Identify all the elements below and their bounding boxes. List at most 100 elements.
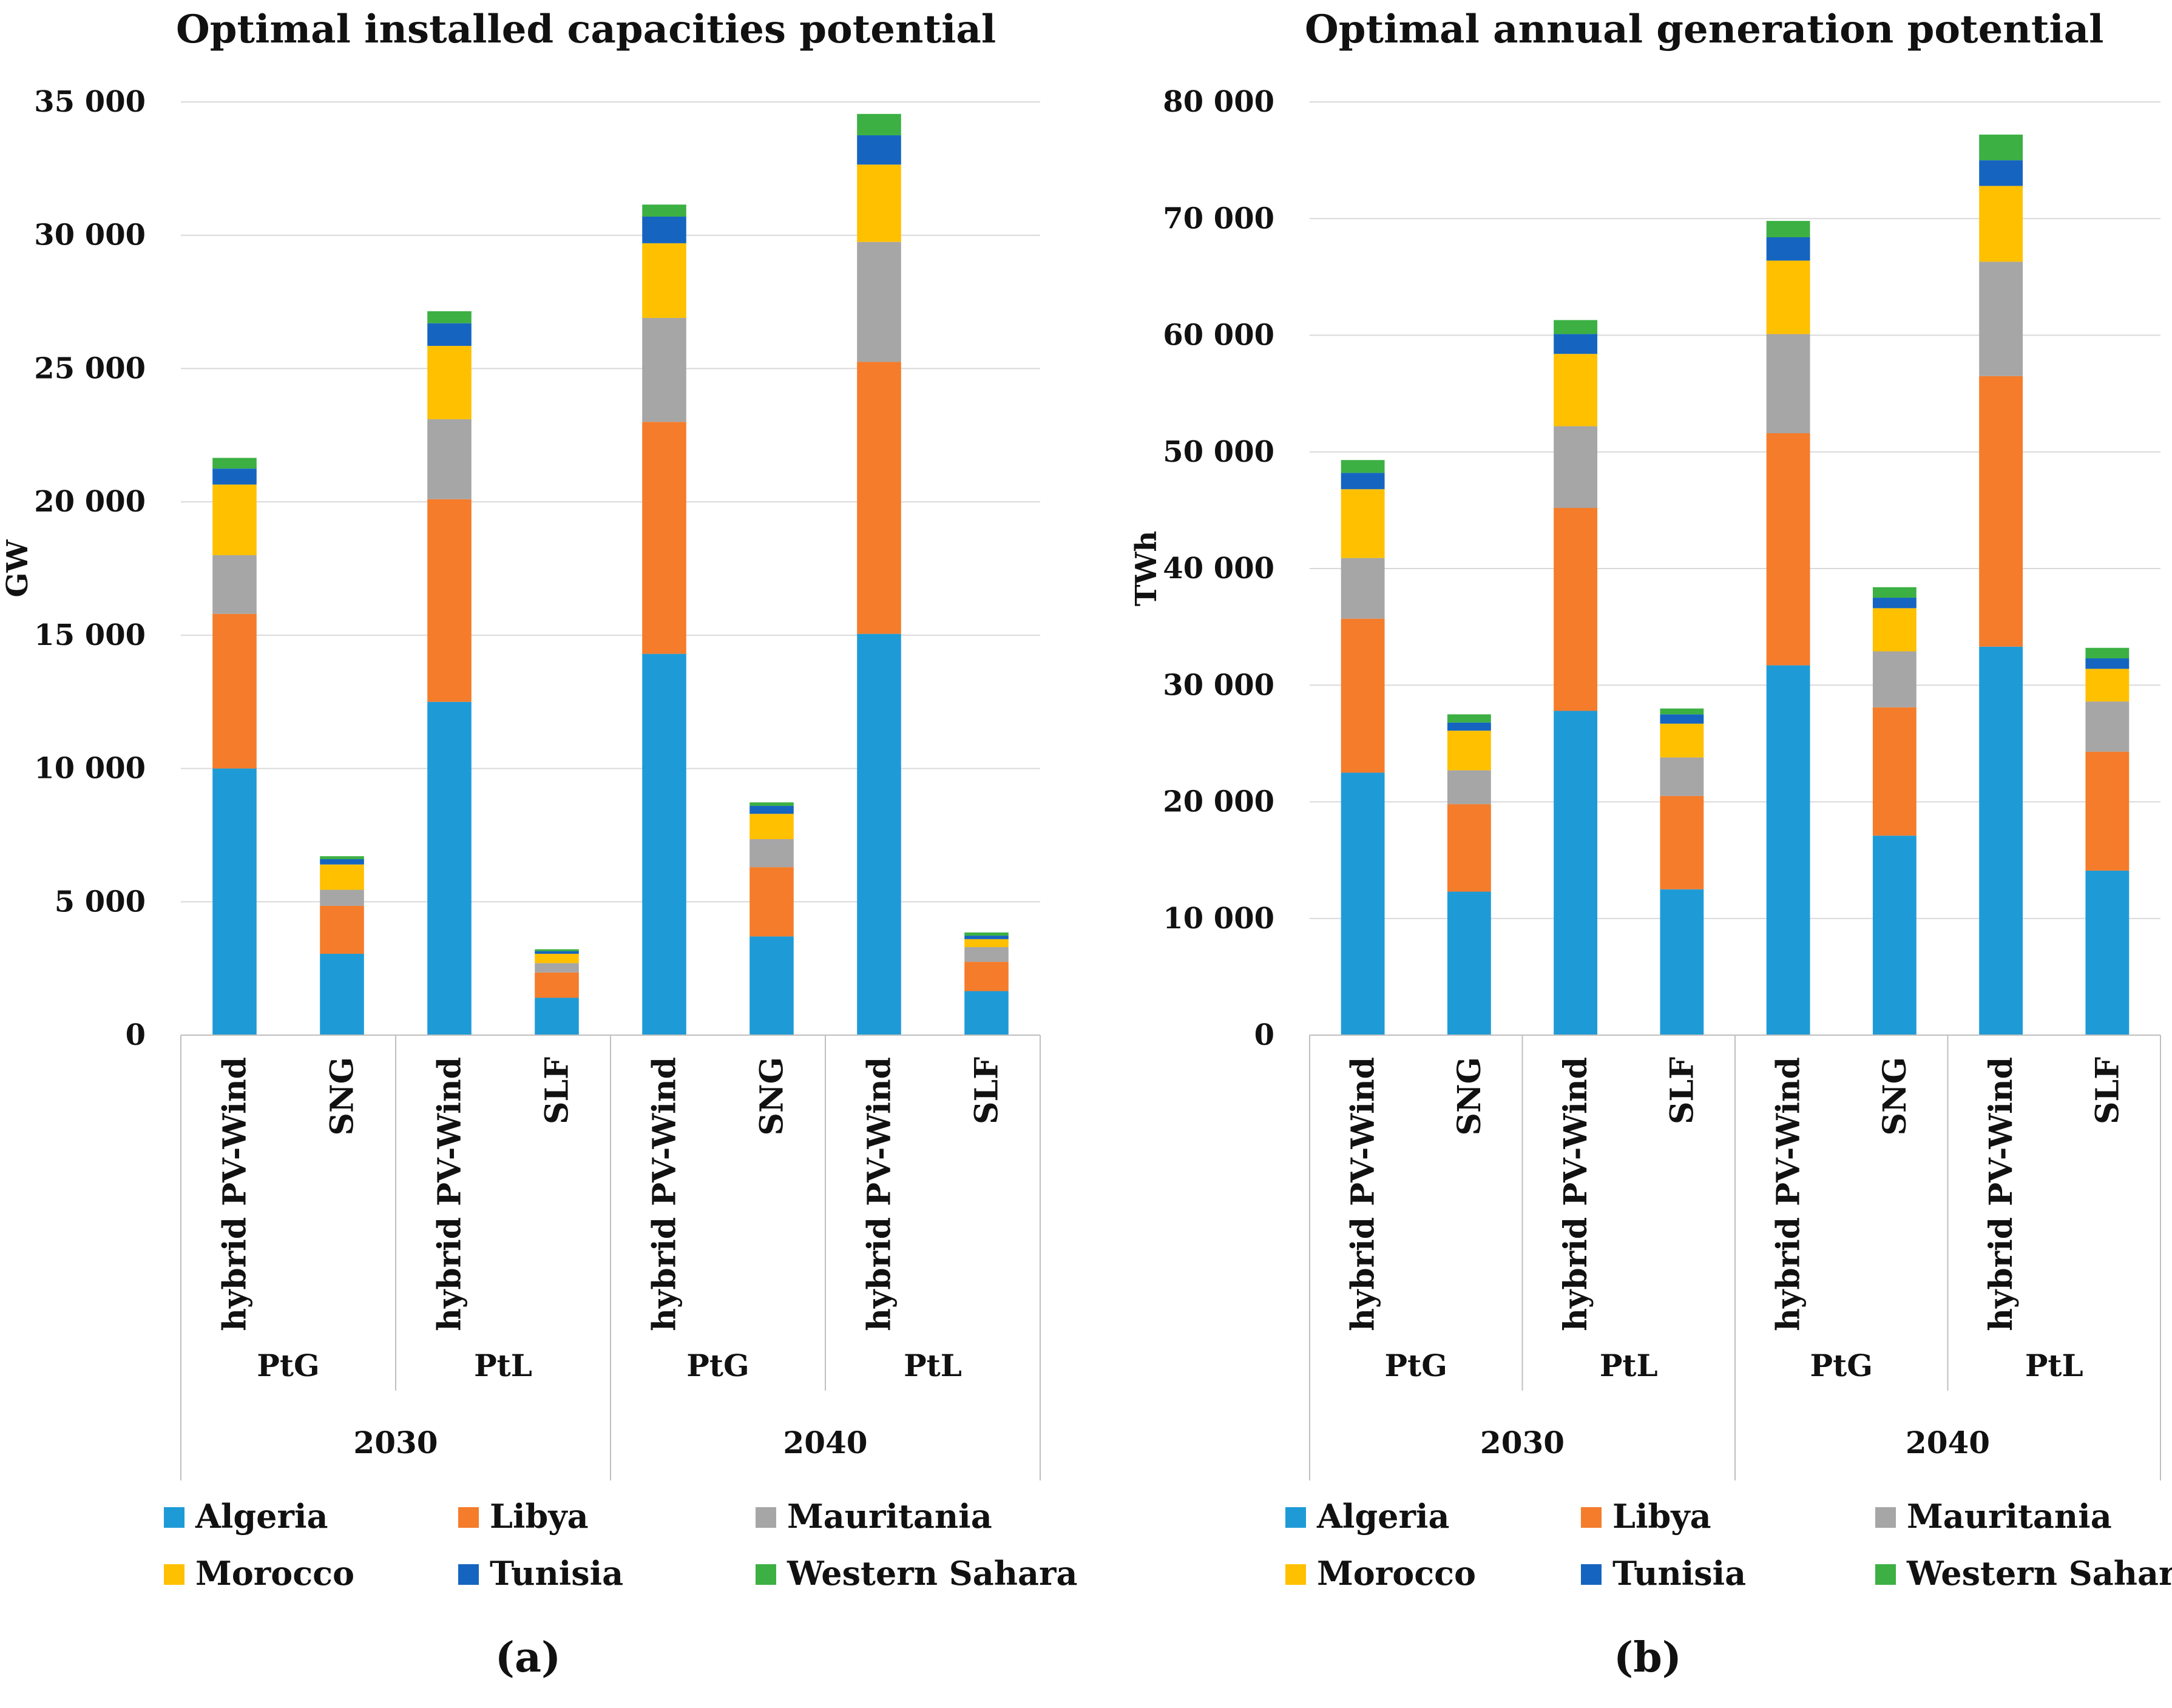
category-label: hybrid PV-Wind — [431, 1057, 469, 1331]
y-tick-label: 80 000 — [1163, 85, 1274, 119]
bar-segment — [212, 555, 257, 614]
category-label: hybrid PV-Wind — [217, 1057, 254, 1331]
y-tick-label: 70 000 — [1163, 201, 1274, 235]
bar-segment — [1341, 618, 1385, 773]
bar-segment — [1660, 757, 1704, 796]
bar-segment — [1766, 260, 1810, 334]
category-label: SLF — [539, 1057, 576, 1124]
bar-segment — [427, 419, 472, 499]
legend-label: Western Sahara — [1906, 1554, 2172, 1593]
legend-swatch — [458, 1507, 479, 1528]
bar-segment — [535, 953, 579, 964]
bar-segment — [857, 135, 901, 165]
bar-segment — [749, 867, 794, 937]
legend-label: Morocco — [1317, 1554, 1476, 1593]
bar-segment — [964, 962, 1009, 991]
category-label: SLF — [1663, 1057, 1700, 1124]
bar-segment — [212, 457, 257, 469]
bar-segment — [212, 468, 257, 485]
bar-segment — [1554, 711, 1598, 1035]
bar-segment — [1447, 770, 1491, 805]
chart-panel-b: Optimal annual generation potential 0 10 0… — [1129, 7, 2172, 1682]
category-label: hybrid PV-Wind — [646, 1057, 683, 1331]
bar-segment — [1979, 262, 2023, 376]
y-tick-label: 35 000 — [34, 85, 146, 119]
y-tick-label: 30 000 — [34, 218, 146, 252]
legend-swatch — [1285, 1507, 1306, 1528]
bar-segment — [427, 346, 472, 419]
bar-segment — [2085, 658, 2130, 669]
bar-segment — [2085, 870, 2130, 1035]
bar-segment — [642, 204, 686, 217]
bar-segment — [749, 839, 794, 868]
bar-segment — [964, 939, 1009, 947]
y-tick-label: 10 000 — [34, 752, 146, 786]
legend-swatch — [1581, 1507, 1602, 1528]
bar-segment — [320, 889, 364, 906]
bar-segment — [1660, 708, 1704, 715]
chart-title: Optimal installed capacities potential — [176, 7, 996, 52]
category-label: SNG — [1451, 1057, 1488, 1136]
bar-segment — [2085, 669, 2130, 702]
year-label: 2040 — [1906, 1425, 1990, 1460]
bar-segment — [2085, 701, 2130, 752]
bar-segment — [1766, 334, 1810, 433]
chart-panel-a: Optimal installed capacities potential 0 5… — [1, 7, 1078, 1682]
legend-label: Mauritania — [787, 1497, 992, 1536]
bar-segment — [964, 947, 1009, 962]
group-label: PtG — [257, 1348, 319, 1383]
chart-title: Optimal annual generation potential — [1305, 7, 2103, 52]
bar-segment — [642, 653, 686, 1035]
y-tick-label: 5 000 — [55, 885, 146, 919]
bar-segment — [535, 972, 579, 998]
bar-segment — [1447, 891, 1491, 1035]
bar-segment — [427, 323, 472, 346]
bar-segment — [535, 997, 579, 1035]
category-label: hybrid PV-Wind — [1345, 1057, 1382, 1331]
bar-segment — [964, 936, 1009, 939]
bar-segment — [1979, 186, 2023, 262]
bar-segment — [1872, 598, 1917, 609]
bar-segment — [642, 317, 686, 422]
bar-segment — [749, 936, 794, 1035]
category-label: hybrid PV-Wind — [861, 1057, 898, 1331]
legend-swatch — [1581, 1564, 1602, 1585]
group-label: PtG — [686, 1348, 749, 1383]
bar-segment — [857, 633, 901, 1035]
bar-segment — [1554, 320, 1598, 334]
group-label: PtL — [1600, 1348, 1658, 1383]
legend-label: Algeria — [195, 1497, 328, 1536]
bar-segment — [1872, 835, 1917, 1035]
bar-segment — [1554, 426, 1598, 508]
y-tick-label: 0 — [1254, 1018, 1274, 1052]
group-label: PtL — [474, 1348, 532, 1383]
bar-segment — [427, 499, 472, 702]
y-tick-label: 10 000 — [1163, 902, 1274, 936]
bar-segment — [1766, 665, 1810, 1035]
bar-segment — [1341, 460, 1385, 473]
y-tick-label: 40 000 — [1163, 552, 1274, 586]
bar-segment — [1554, 334, 1598, 354]
bar-segment — [1766, 433, 1810, 666]
group-label: PtG — [1810, 1348, 1873, 1383]
legend-swatch — [756, 1507, 776, 1528]
category-label: hybrid PV-Wind — [1557, 1057, 1594, 1331]
bar-segment — [1341, 558, 1385, 619]
group-label: PtG — [1385, 1348, 1447, 1383]
bar-segment — [320, 864, 364, 890]
bar-segment — [642, 216, 686, 243]
year-label: 2040 — [783, 1425, 867, 1460]
y-tick-label: 60 000 — [1163, 319, 1274, 353]
bar-segment — [1447, 731, 1491, 771]
bar-segment — [964, 932, 1009, 936]
bar-segment — [857, 164, 901, 242]
bar-segment — [427, 311, 472, 323]
y-tick-label: 20 000 — [1163, 785, 1274, 819]
bar-segment — [857, 362, 901, 634]
y-tick-label: 30 000 — [1163, 668, 1274, 702]
category-label: SLF — [969, 1057, 1006, 1124]
bar-segment — [1554, 508, 1598, 711]
legend-label: Western Sahara — [787, 1554, 1078, 1593]
y-axis-label: TWh — [1129, 531, 1163, 607]
